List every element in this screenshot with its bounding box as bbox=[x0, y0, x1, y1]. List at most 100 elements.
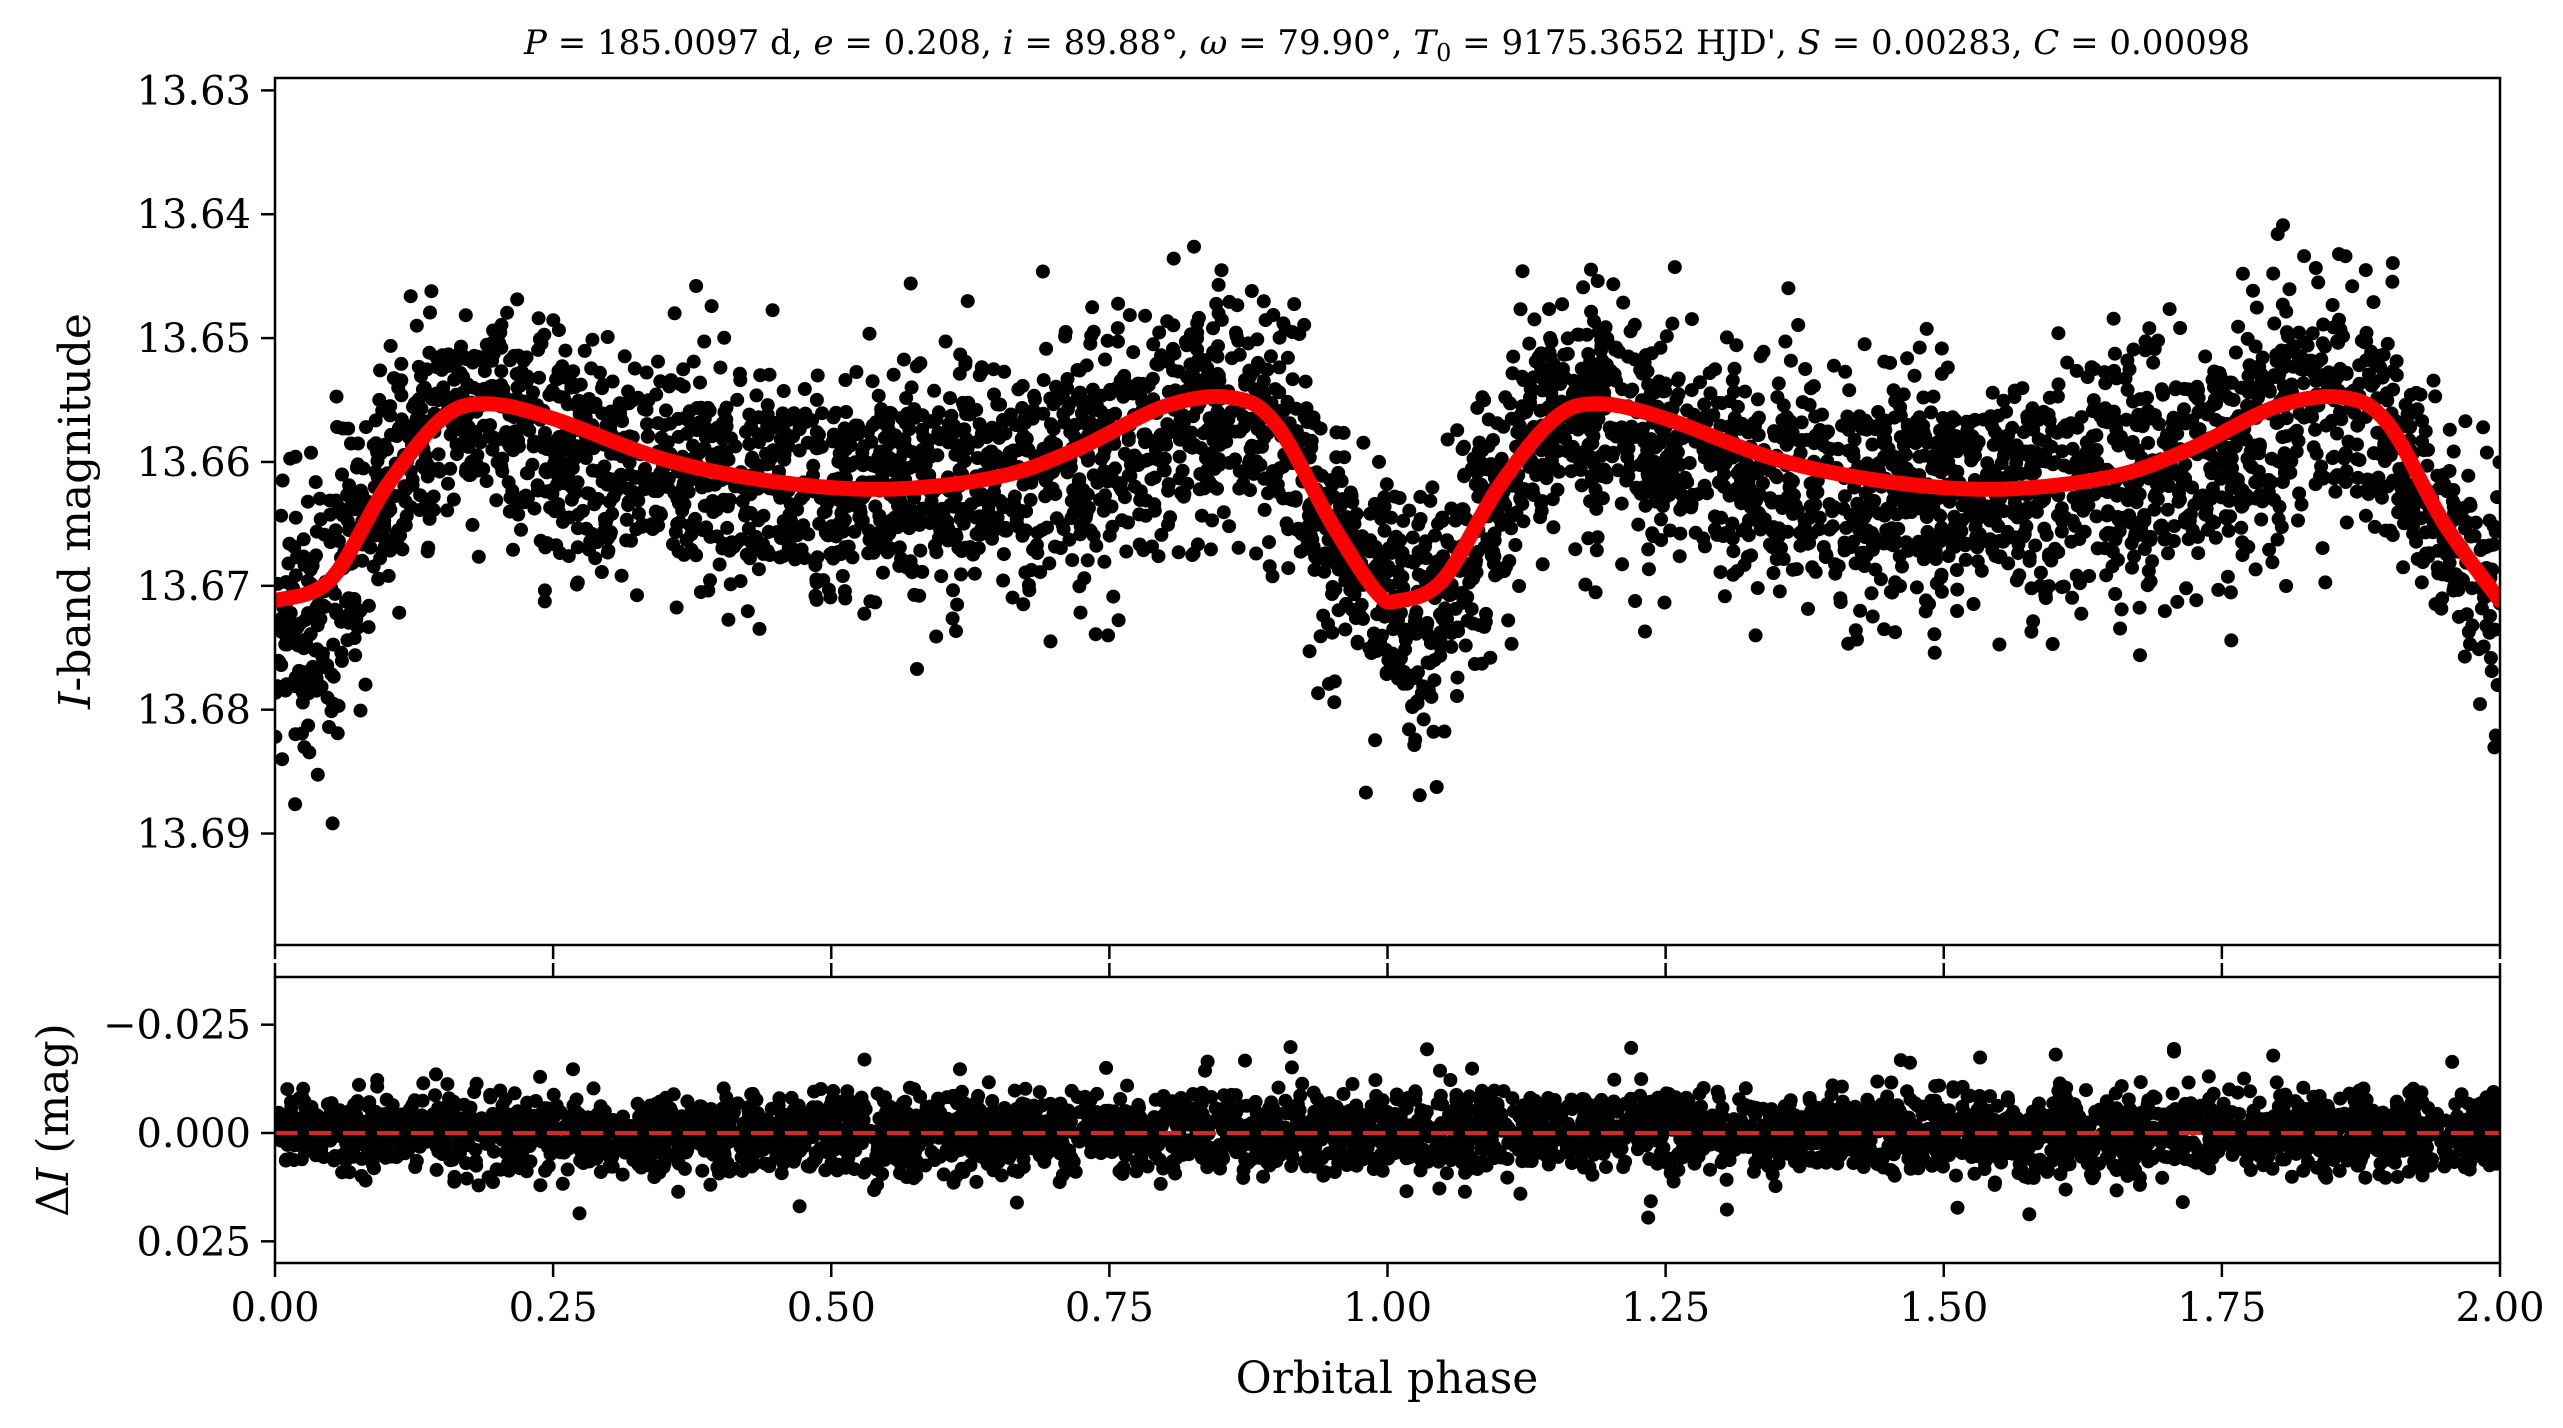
light-curve-point bbox=[1996, 448, 2011, 463]
top-y-tick-label: 13.68 bbox=[136, 688, 251, 734]
light-curve-point bbox=[420, 469, 435, 484]
light-curve-point bbox=[2430, 543, 2445, 558]
light-curve-point bbox=[838, 442, 853, 457]
light-curve-point bbox=[1727, 361, 1742, 376]
light-curve-point bbox=[1194, 508, 1209, 523]
light-curve-point bbox=[631, 506, 646, 521]
light-curve-point bbox=[797, 551, 812, 566]
light-curve-point bbox=[2314, 459, 2329, 474]
light-curve-point bbox=[1372, 454, 1386, 469]
light-curve-point bbox=[840, 499, 855, 513]
light-curve-point bbox=[704, 299, 719, 314]
light-curve-point bbox=[509, 367, 524, 381]
light-curve-point bbox=[2432, 481, 2447, 496]
light-curve-point bbox=[351, 436, 365, 451]
light-curve-point bbox=[686, 354, 701, 369]
light-curve-point bbox=[857, 606, 872, 621]
light-curve-point bbox=[826, 427, 841, 442]
light-curve-point bbox=[1659, 329, 1674, 344]
light-curve-point bbox=[2221, 523, 2236, 538]
light-curve-point bbox=[2330, 426, 2344, 441]
light-curve-point bbox=[1718, 526, 1733, 541]
light-curve-point bbox=[1325, 625, 1340, 640]
light-curve-point bbox=[948, 447, 963, 462]
light-curve-point bbox=[532, 370, 547, 385]
light-curve-point bbox=[2133, 648, 2147, 663]
light-curve-point bbox=[1791, 318, 1806, 332]
light-curve-point bbox=[1126, 345, 1141, 360]
light-curve-point bbox=[1615, 382, 1630, 397]
light-curve-point bbox=[486, 430, 501, 445]
light-curve-point bbox=[1984, 418, 1999, 433]
light-curve-point bbox=[1776, 552, 1791, 566]
light-curve-point bbox=[411, 359, 426, 374]
light-curve-point bbox=[1410, 696, 1425, 711]
light-curve-point bbox=[894, 436, 908, 451]
light-curve-point bbox=[549, 372, 564, 387]
light-curve-point bbox=[1418, 534, 1433, 549]
light-curve-point bbox=[2251, 446, 2266, 461]
light-curve-point bbox=[1522, 336, 1537, 351]
light-curve-point bbox=[495, 383, 510, 398]
light-curve-point bbox=[1670, 445, 1685, 460]
light-curve-point bbox=[425, 392, 439, 407]
light-curve-point bbox=[1244, 411, 1259, 426]
light-curve-point bbox=[1402, 503, 1417, 518]
light-curve-point bbox=[506, 348, 521, 363]
light-curve-point bbox=[2396, 560, 2411, 575]
light-curve-point bbox=[2332, 247, 2346, 262]
light-curve-point bbox=[809, 592, 824, 607]
light-curve-point bbox=[520, 466, 535, 481]
light-curve-point bbox=[409, 318, 424, 333]
light-curve-point bbox=[1101, 628, 1116, 643]
light-curve-point bbox=[1335, 562, 1350, 577]
light-curve-point bbox=[799, 414, 814, 429]
light-curve-point bbox=[315, 646, 330, 661]
light-curve-point bbox=[1190, 342, 1205, 357]
light-curve-point bbox=[1833, 591, 1848, 606]
light-curve-point bbox=[2306, 440, 2321, 455]
light-curve-point bbox=[1193, 467, 1208, 481]
top-y-tick-label: 13.67 bbox=[136, 564, 251, 610]
light-curve-point bbox=[383, 399, 398, 414]
light-curve-point bbox=[753, 368, 768, 383]
light-curve-point bbox=[1927, 540, 1942, 555]
light-curve-point bbox=[2074, 410, 2089, 425]
light-curve-point bbox=[283, 451, 298, 466]
light-curve-point bbox=[1877, 413, 1892, 428]
residual-point bbox=[1870, 1074, 1885, 1089]
light-curve-point bbox=[1060, 465, 1075, 480]
light-curve-point bbox=[1353, 608, 1368, 623]
light-curve-point bbox=[1387, 659, 1402, 674]
model-curve bbox=[275, 388, 2500, 610]
light-curve-point bbox=[723, 431, 738, 446]
light-curve-point bbox=[721, 612, 736, 627]
light-curve-point bbox=[1396, 513, 1411, 528]
light-curve-point bbox=[558, 343, 573, 358]
residual-point bbox=[2390, 1169, 2405, 1184]
light-curve-point bbox=[1015, 378, 1030, 393]
light-curve-point bbox=[403, 289, 418, 304]
light-curve-point bbox=[1021, 578, 1036, 592]
light-curve-point bbox=[2267, 316, 2282, 331]
light-curve-point bbox=[601, 543, 616, 558]
light-curve-point bbox=[1127, 479, 1142, 494]
light-curve-point bbox=[1609, 340, 1624, 355]
light-curve-point bbox=[537, 594, 552, 609]
light-curve-point bbox=[1703, 386, 1718, 401]
light-curve-point bbox=[2098, 401, 2113, 416]
light-curve-point bbox=[1338, 573, 1353, 588]
light-curve-point bbox=[787, 528, 801, 543]
light-curve-point bbox=[1654, 512, 1668, 527]
light-curve-point bbox=[2205, 481, 2220, 496]
top-y-tick-label: 13.64 bbox=[136, 192, 251, 238]
light-curve-point bbox=[912, 588, 927, 603]
light-curve-point bbox=[1888, 625, 1903, 640]
light-curve-point bbox=[887, 510, 902, 525]
light-curve-point bbox=[923, 516, 938, 530]
light-curve-point bbox=[2108, 587, 2123, 601]
light-curve-point bbox=[361, 620, 376, 635]
light-curve-point bbox=[899, 391, 914, 405]
light-curve-point bbox=[2315, 336, 2330, 351]
light-curve-point bbox=[2125, 560, 2139, 575]
